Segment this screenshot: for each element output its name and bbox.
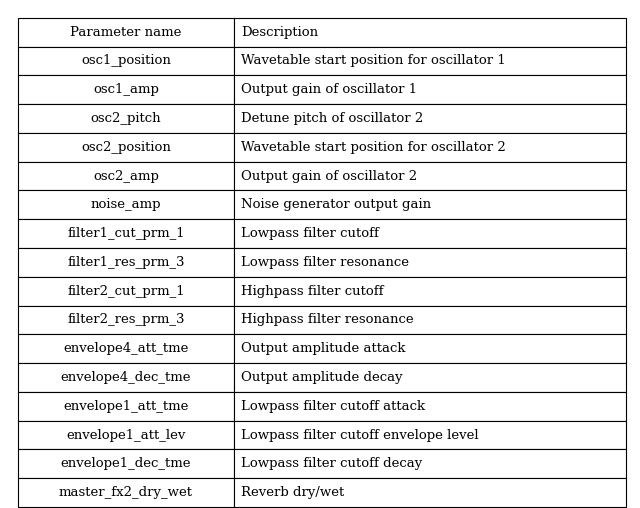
Bar — [18, 47, 234, 75]
Bar — [18, 18, 234, 47]
Text: osc1_position: osc1_position — [81, 54, 171, 68]
Text: osc2_pitch: osc2_pitch — [90, 112, 161, 125]
Bar — [234, 190, 626, 219]
Text: envelope1_dec_tme: envelope1_dec_tme — [61, 457, 191, 470]
Text: filter2_cut_prm_1: filter2_cut_prm_1 — [67, 284, 185, 298]
Bar — [18, 133, 234, 162]
Bar — [234, 75, 626, 104]
Bar — [18, 75, 234, 104]
Bar — [18, 334, 234, 363]
Bar — [18, 392, 234, 421]
Text: Detune pitch of oscillator 2: Detune pitch of oscillator 2 — [241, 112, 424, 125]
Bar — [234, 133, 626, 162]
Text: Wavetable start position for oscillator 1: Wavetable start position for oscillator … — [241, 54, 506, 68]
Text: osc1_amp: osc1_amp — [93, 83, 159, 96]
Bar — [18, 450, 234, 478]
Text: envelope1_att_lev: envelope1_att_lev — [66, 429, 186, 441]
Text: envelope4_dec_tme: envelope4_dec_tme — [61, 371, 191, 384]
Bar — [234, 162, 626, 190]
Text: Lowpass filter cutoff envelope level: Lowpass filter cutoff envelope level — [241, 429, 479, 441]
Text: osc2_amp: osc2_amp — [93, 170, 159, 182]
Text: Noise generator output gain: Noise generator output gain — [241, 198, 431, 211]
Text: filter1_cut_prm_1: filter1_cut_prm_1 — [67, 227, 185, 240]
Text: Reverb dry/wet: Reverb dry/wet — [241, 486, 345, 499]
Text: Highpass filter resonance: Highpass filter resonance — [241, 313, 414, 327]
Text: Parameter name: Parameter name — [70, 26, 182, 39]
Text: Output gain of oscillator 1: Output gain of oscillator 1 — [241, 83, 417, 96]
Text: master_fx2_dry_wet: master_fx2_dry_wet — [59, 486, 193, 499]
Bar — [18, 104, 234, 133]
Text: envelope1_att_tme: envelope1_att_tme — [63, 400, 189, 413]
Bar — [234, 104, 626, 133]
Bar — [234, 363, 626, 392]
Text: filter2_res_prm_3: filter2_res_prm_3 — [67, 313, 184, 327]
Text: Wavetable start position for oscillator 2: Wavetable start position for oscillator … — [241, 141, 506, 154]
Text: Description: Description — [241, 26, 319, 39]
Text: osc2_position: osc2_position — [81, 141, 171, 154]
Bar — [234, 219, 626, 248]
Text: Output amplitude attack: Output amplitude attack — [241, 342, 406, 355]
Text: Lowpass filter cutoff attack: Lowpass filter cutoff attack — [241, 400, 426, 413]
Bar — [18, 162, 234, 190]
Text: envelope4_att_tme: envelope4_att_tme — [63, 342, 189, 355]
Text: Lowpass filter cutoff decay: Lowpass filter cutoff decay — [241, 457, 422, 470]
Bar — [234, 305, 626, 334]
Bar — [18, 277, 234, 305]
Bar — [234, 392, 626, 421]
Bar — [234, 277, 626, 305]
Bar — [18, 421, 234, 450]
Text: Lowpass filter cutoff: Lowpass filter cutoff — [241, 227, 380, 240]
Text: noise_amp: noise_amp — [91, 198, 161, 211]
Bar — [234, 421, 626, 450]
Text: Highpass filter cutoff: Highpass filter cutoff — [241, 284, 384, 298]
Bar — [234, 18, 626, 47]
Text: Output amplitude decay: Output amplitude decay — [241, 371, 403, 384]
Bar — [18, 305, 234, 334]
Bar — [18, 248, 234, 277]
Bar — [18, 190, 234, 219]
Bar — [234, 478, 626, 507]
Bar — [18, 219, 234, 248]
Bar — [234, 450, 626, 478]
Bar — [18, 478, 234, 507]
Text: Output gain of oscillator 2: Output gain of oscillator 2 — [241, 170, 417, 182]
Bar — [234, 334, 626, 363]
Bar — [234, 47, 626, 75]
Text: Lowpass filter resonance: Lowpass filter resonance — [241, 256, 410, 269]
Bar — [234, 248, 626, 277]
Text: filter1_res_prm_3: filter1_res_prm_3 — [67, 256, 184, 269]
Bar — [18, 363, 234, 392]
